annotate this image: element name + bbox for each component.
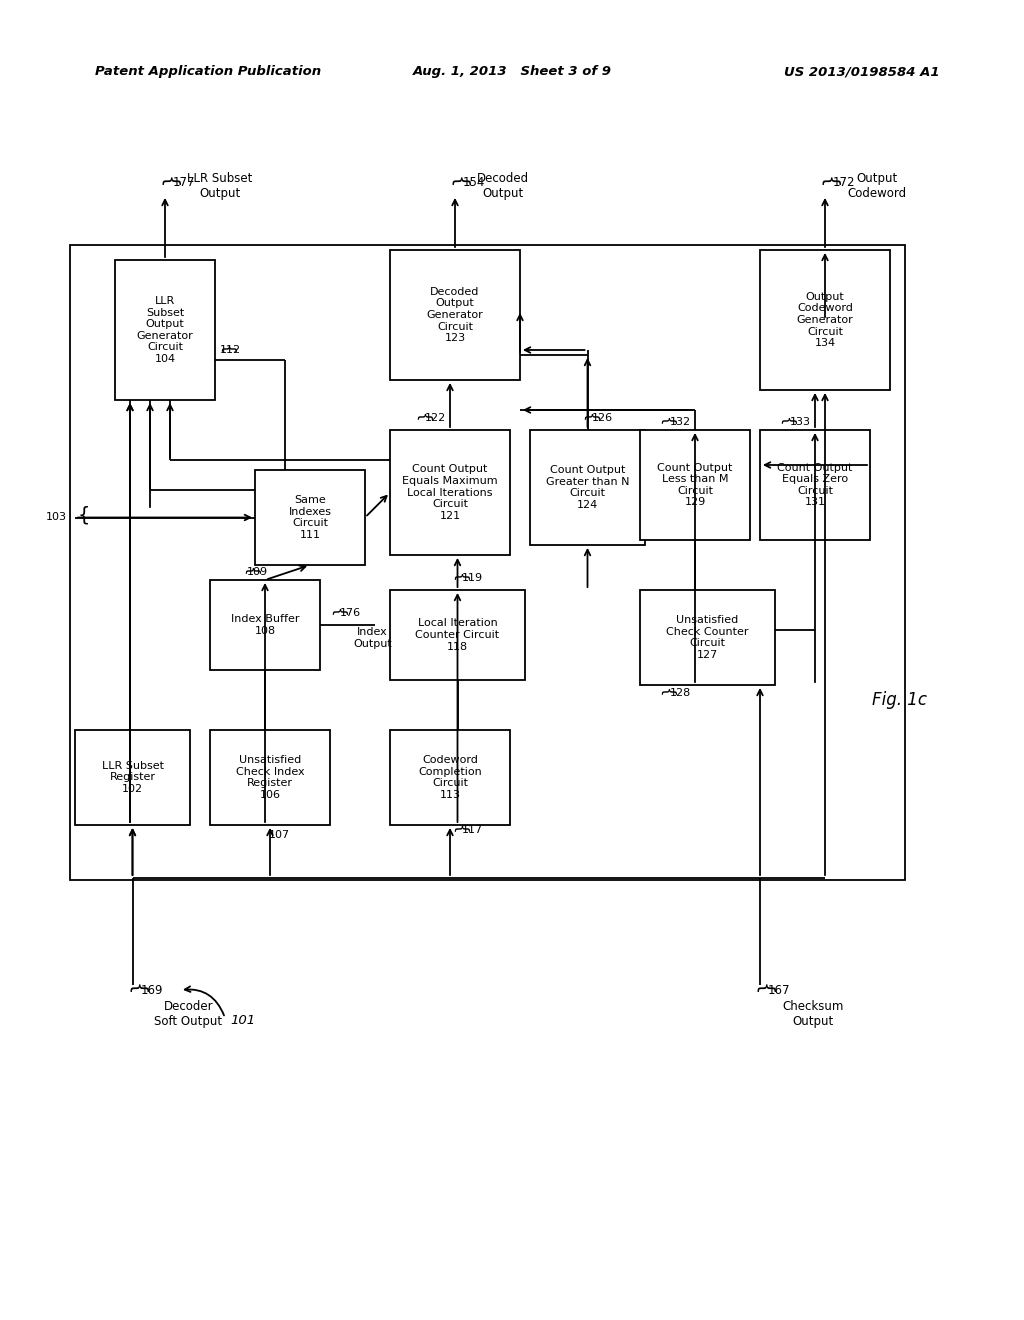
Text: Codeword
Completion
Circuit
113: Codeword Completion Circuit 113 xyxy=(418,755,482,800)
Text: {: { xyxy=(659,688,675,697)
Text: Output
Codeword
Generator
Circuit
134: Output Codeword Generator Circuit 134 xyxy=(797,292,853,348)
Text: Same
Indexes
Circuit
111: Same Indexes Circuit 111 xyxy=(289,495,332,540)
Text: Count Output
Less than M
Circuit
129: Count Output Less than M Circuit 129 xyxy=(657,462,733,507)
Bar xyxy=(530,430,645,545)
Bar xyxy=(75,730,190,825)
Bar xyxy=(640,430,750,540)
Bar xyxy=(115,260,215,400)
Text: {: { xyxy=(219,345,234,354)
Text: Count Output
Equals Zero
Circuit
131: Count Output Equals Zero Circuit 131 xyxy=(777,462,853,507)
Text: Decoded
Output
Generator
Circuit
123: Decoded Output Generator Circuit 123 xyxy=(427,286,483,343)
Text: {: { xyxy=(127,983,146,995)
Text: {: { xyxy=(452,824,467,834)
Text: 119: 119 xyxy=(462,573,482,583)
Text: Unsatisfied
Check Counter
Circuit
127: Unsatisfied Check Counter Circuit 127 xyxy=(667,615,749,660)
Text: Index
Output: Index Output xyxy=(353,627,392,648)
Text: 103: 103 xyxy=(46,512,67,523)
Text: {: { xyxy=(819,176,839,189)
Text: 154: 154 xyxy=(463,177,485,190)
Text: 177: 177 xyxy=(173,177,196,190)
Bar xyxy=(760,430,870,540)
Text: Aug. 1, 2013   Sheet 3 of 9: Aug. 1, 2013 Sheet 3 of 9 xyxy=(413,66,611,78)
Text: 128: 128 xyxy=(670,688,691,698)
Text: {: { xyxy=(755,983,773,995)
Text: 112: 112 xyxy=(220,345,241,355)
Bar xyxy=(760,249,890,389)
Bar xyxy=(210,579,319,671)
Text: Local Iteration
Counter Circuit
118: Local Iteration Counter Circuit 118 xyxy=(416,618,500,652)
Text: Decoded
Output: Decoded Output xyxy=(477,172,529,201)
Text: Output
Codeword: Output Codeword xyxy=(847,172,906,201)
Text: Count Output
Equals Maximum
Local Iterations
Circuit
121: Count Output Equals Maximum Local Iterat… xyxy=(402,465,498,520)
Text: {: { xyxy=(331,607,346,616)
Text: 167: 167 xyxy=(768,983,791,997)
Text: {: { xyxy=(582,412,597,422)
Text: 176: 176 xyxy=(340,609,361,618)
Text: 133: 133 xyxy=(790,417,811,426)
Text: Unsatisfied
Check Index
Register
106: Unsatisfied Check Index Register 106 xyxy=(236,755,304,800)
Text: US 2013/0198584 A1: US 2013/0198584 A1 xyxy=(784,66,940,78)
Text: 122: 122 xyxy=(425,413,446,422)
Text: LLR Subset
Output: LLR Subset Output xyxy=(187,172,252,201)
Text: Checksum
Output: Checksum Output xyxy=(782,1001,844,1028)
Text: Patent Application Publication: Patent Application Publication xyxy=(95,66,322,78)
Text: 101: 101 xyxy=(230,1014,255,1027)
Bar xyxy=(70,246,905,880)
Text: {: { xyxy=(659,416,675,426)
Text: {: { xyxy=(450,176,469,189)
Text: Count Output
Greater than N
Circuit
124: Count Output Greater than N Circuit 124 xyxy=(546,465,630,510)
Bar xyxy=(390,730,510,825)
Text: {: { xyxy=(160,176,178,189)
Text: 172: 172 xyxy=(833,177,855,190)
Bar xyxy=(255,470,365,565)
Bar xyxy=(640,590,775,685)
Bar xyxy=(390,249,520,380)
Text: {: { xyxy=(452,572,467,582)
Text: 126: 126 xyxy=(592,413,612,422)
Text: {: { xyxy=(78,506,90,525)
Bar xyxy=(390,590,525,680)
Bar xyxy=(390,430,510,554)
Text: Index Buffer
108: Index Buffer 108 xyxy=(230,614,299,636)
Text: 132: 132 xyxy=(670,417,691,426)
Text: 117: 117 xyxy=(462,825,482,836)
Text: 169: 169 xyxy=(140,983,163,997)
Text: 109: 109 xyxy=(247,568,268,577)
Text: {: { xyxy=(244,566,259,576)
Text: {: { xyxy=(416,412,431,422)
Text: Decoder
Soft Output: Decoder Soft Output xyxy=(155,1001,222,1028)
Bar xyxy=(210,730,330,825)
Text: Fig. 1c: Fig. 1c xyxy=(872,690,928,709)
Text: 107: 107 xyxy=(269,830,290,840)
Text: LLR
Subset
Output
Generator
Circuit
104: LLR Subset Output Generator Circuit 104 xyxy=(136,296,194,364)
Text: LLR Subset
Register
102: LLR Subset Register 102 xyxy=(101,760,164,795)
Text: {: { xyxy=(779,416,795,426)
